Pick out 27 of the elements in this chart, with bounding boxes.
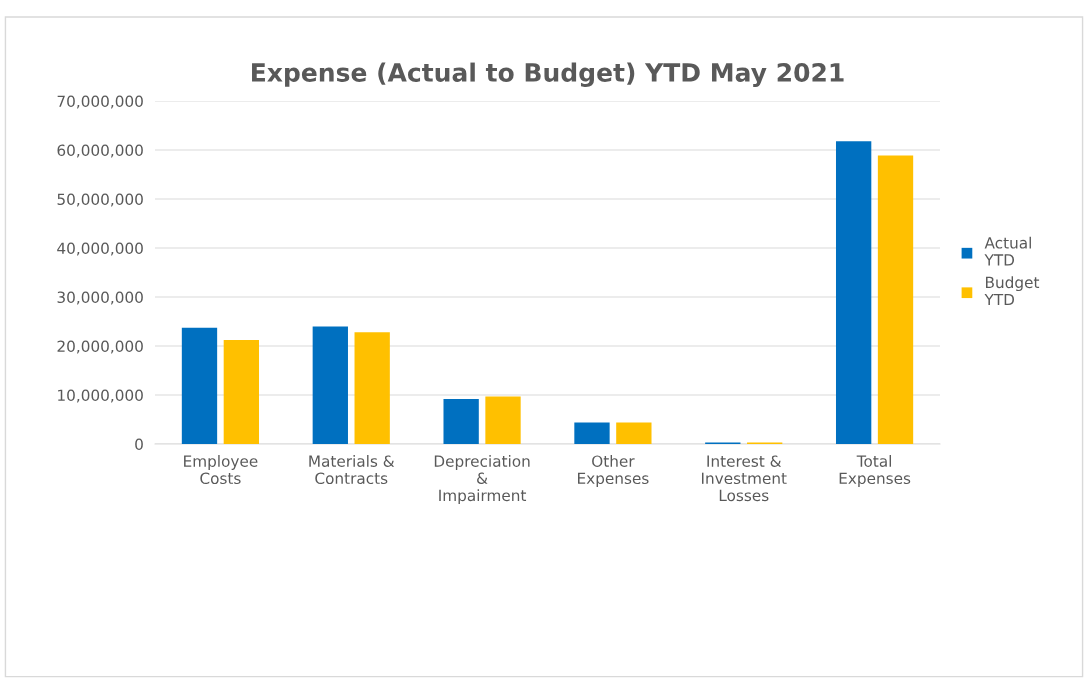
y-tick-label: 30,000,000 (57, 291, 143, 305)
legend-label: Budget YTD (984, 276, 1040, 306)
chart-title: Expense (Actual to Budget) YTD May 2021 (252, 62, 844, 87)
y-tick-label: 60,000,000 (57, 144, 143, 158)
bar (354, 332, 390, 444)
y-tick-label: 70,000,000 (57, 95, 143, 109)
bar (312, 326, 348, 444)
x-tick-label: Interest & Investment Losses (701, 455, 787, 502)
y-tick-label: 20,000,000 (57, 340, 143, 354)
y-tick-label: 40,000,000 (57, 242, 143, 256)
x-tick-label: Total Expenses (839, 455, 911, 487)
bar (877, 155, 914, 444)
bar (616, 422, 652, 444)
x-tick-label: Employee Costs (184, 455, 258, 485)
bar (835, 141, 872, 444)
bar (223, 340, 260, 444)
bar (485, 396, 521, 444)
y-tick-label: 10,000,000 (58, 389, 143, 403)
x-tick-label: Materials & Contracts (309, 455, 395, 485)
legend-label: Actual YTD (984, 236, 1031, 266)
bar (443, 398, 479, 444)
bar (181, 327, 218, 444)
y-tick-label: 0 (135, 438, 143, 451)
x-tick-label: Other Expenses (578, 455, 649, 487)
x-tick-label: Depreciation & Impairment (434, 455, 530, 505)
bar (574, 422, 610, 444)
y-tick-label: 50,000,000 (57, 193, 143, 207)
